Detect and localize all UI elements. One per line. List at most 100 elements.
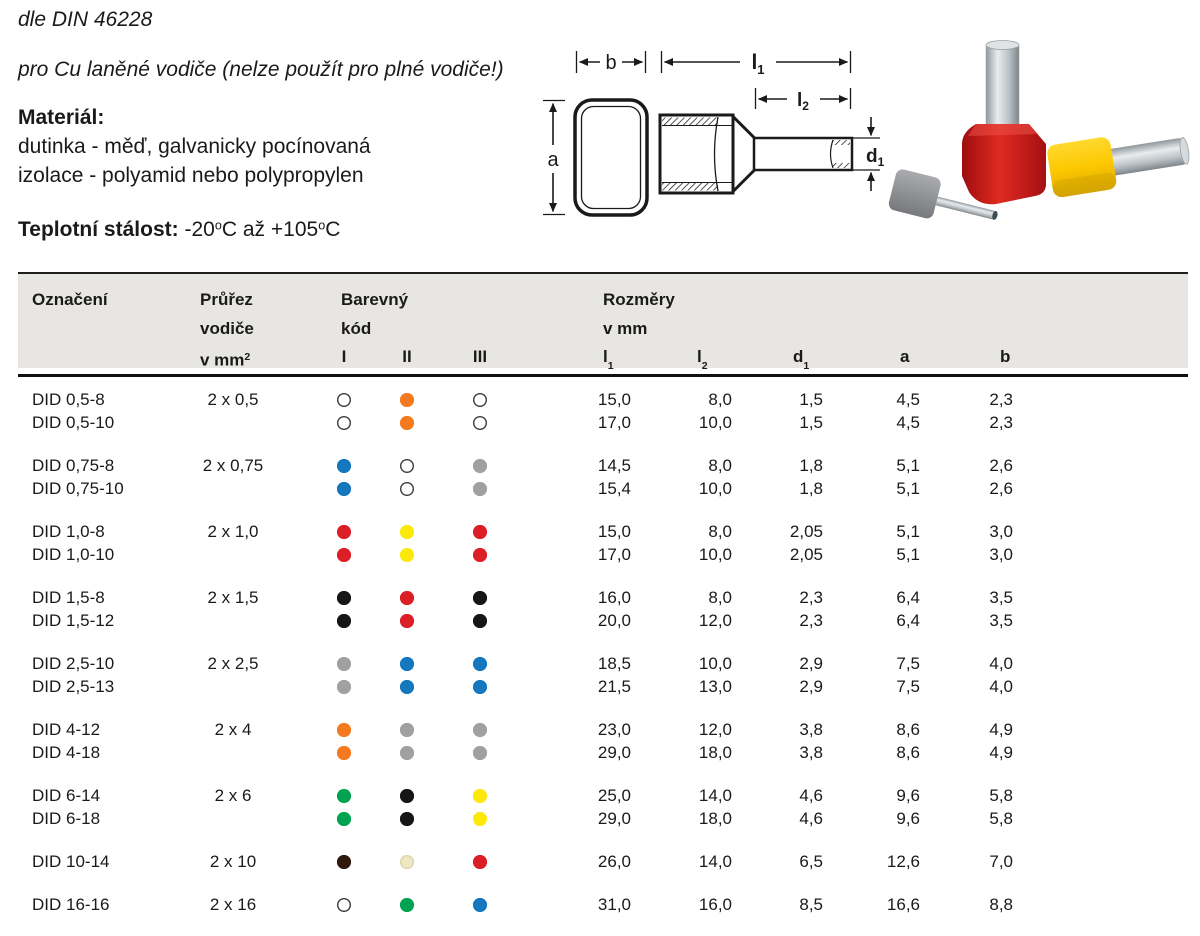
dim-l2: 18,0 — [698, 743, 732, 762]
cross-section-value: 2 x 1,5 — [207, 588, 259, 607]
color-dot-white — [337, 415, 351, 430]
dim-d1: 1,5 — [799, 413, 823, 432]
photo-red-twin-ferrule — [962, 40, 1046, 205]
color-dot-grey — [337, 679, 351, 694]
dim-b: 4,0 — [989, 654, 1013, 673]
temp-unit: C — [221, 218, 237, 241]
dim-b: 5,8 — [989, 809, 1013, 828]
dim-a: 8,6 — [896, 743, 920, 762]
color-code-III — [450, 652, 510, 675]
table-row: DID 2,5-10 2 x 2,5 18,5 10,0 2,9 7,5 4,0 — [18, 652, 1188, 675]
color-dot-black — [473, 613, 487, 628]
degree-sup: o — [318, 218, 326, 233]
color-dot-ivory — [400, 854, 414, 869]
dim-d1: 3,8 — [799, 743, 823, 762]
color-dot-yellow — [473, 811, 487, 826]
dim-d1: 1,5 — [799, 390, 823, 409]
dim-l1: 31,0 — [597, 895, 631, 914]
product-group: DID 0,75-8 2 x 0,75 14,5 8,0 1,8 5,1 2,6… — [18, 454, 1188, 500]
dim-b: 4,0 — [989, 677, 1013, 696]
color-dot-white — [473, 415, 487, 430]
color-dot-red — [400, 590, 414, 605]
color-code-I — [314, 543, 374, 566]
color-dot-green — [337, 811, 351, 826]
color-code-I — [314, 893, 374, 916]
color-code-I — [314, 411, 374, 434]
color-dot-blue — [400, 656, 414, 671]
photo-yellow-ferrule — [1047, 137, 1190, 198]
table-row: DID 1,5-12 20,0 12,0 2,3 6,4 3,5 — [18, 609, 1188, 632]
dim-l1: 20,0 — [597, 611, 631, 630]
table-row: DID 4-12 2 x 4 23,0 12,0 3,8 8,6 4,9 — [18, 718, 1188, 741]
product-code: DID 0,75-8 — [32, 456, 115, 475]
color-code-II — [377, 652, 437, 675]
dim-l1: 16,0 — [597, 588, 631, 607]
color-dot-yellow — [473, 788, 487, 803]
color-dot-orange — [337, 745, 351, 760]
color-code-I — [314, 652, 374, 675]
cross-section-value: 2 x 0,5 — [207, 390, 259, 409]
col-header-cross-section: Průřez vodiče v mm2 — [200, 285, 254, 374]
table-row: DID 1,0-8 2 x 1,0 15,0 8,0 2,05 5,1 3,0 — [18, 520, 1188, 543]
dim-b: 3,0 — [989, 545, 1013, 564]
color-code-II — [377, 807, 437, 830]
table-row: DID 4-18 29,0 18,0 3,8 8,6 4,9 — [18, 741, 1188, 764]
color-code-I — [314, 454, 374, 477]
dim-l2: 12,0 — [698, 720, 732, 739]
color-code-II — [377, 477, 437, 500]
color-code-I — [314, 675, 374, 698]
color-dot-white — [400, 481, 414, 496]
cross-section-value: 2 x 1,0 — [207, 522, 259, 541]
color-code-III — [450, 454, 510, 477]
temp-conj: až — [242, 218, 266, 241]
dim-a: 5,1 — [896, 479, 920, 498]
dim-a: 9,6 — [896, 809, 920, 828]
product-group: DID 4-12 2 x 4 23,0 12,0 3,8 8,6 4,9 DID… — [18, 718, 1188, 764]
color-dot-blue — [337, 458, 351, 473]
dim-l2: 14,0 — [698, 852, 732, 871]
dim-d1: 4,6 — [799, 809, 823, 828]
dim-label-d1: d1 — [866, 146, 885, 169]
subcol-header-b: b — [1000, 347, 1011, 366]
dim-a: 4,5 — [896, 390, 920, 409]
dim-l2: 10,0 — [698, 413, 732, 432]
color-code-I — [314, 477, 374, 500]
table-row: DID 6-14 2 x 6 25,0 14,0 4,6 9,6 5,8 — [18, 784, 1188, 807]
color-dot-red — [337, 524, 351, 539]
color-code-I — [314, 520, 374, 543]
dim-l1: 29,0 — [597, 809, 631, 828]
color-code-I — [314, 807, 374, 830]
dim-d1: 1,8 — [799, 479, 823, 498]
product-code: DID 4-12 — [32, 720, 101, 739]
product-code: DID 6-14 — [32, 786, 101, 805]
subcol-header-l1: l1 — [603, 347, 614, 373]
cross-section-value: 2 x 16 — [209, 895, 257, 914]
cross-section-line1: Průřez — [200, 290, 253, 309]
dim-a: 16,6 — [886, 895, 920, 914]
dim-b: 2,6 — [989, 456, 1013, 475]
temperature-label: Teplotní stálost: — [18, 218, 179, 241]
temp-to: +105 — [270, 218, 319, 241]
material-line-1: dutinka - měď, galvanicky pocínovaná — [18, 135, 371, 158]
dim-l1: 15,4 — [597, 479, 631, 498]
material-line-2: izolace - polyamid nebo polypropylen — [18, 164, 364, 187]
color-dot-black — [400, 788, 414, 803]
subcol-header-a: a — [900, 347, 910, 366]
product-code: DID 6-18 — [32, 809, 101, 828]
dim-a: 12,6 — [886, 852, 920, 871]
color-code-I — [314, 850, 374, 873]
dim-l1: 29,0 — [597, 743, 631, 762]
color-dot-grey — [473, 745, 487, 760]
color-dot-green — [337, 788, 351, 803]
dim-l2: 14,0 — [698, 786, 732, 805]
dim-a: 6,4 — [896, 588, 920, 607]
product-group: DID 0,5-8 2 x 0,5 15,0 8,0 1,5 4,5 2,3 D… — [18, 388, 1188, 434]
color-code-III — [450, 807, 510, 830]
color-dot-orange — [400, 415, 414, 430]
subcol-header-l2: l2 — [697, 347, 708, 373]
color-dot-black — [337, 590, 351, 605]
color-dot-yellow — [400, 547, 414, 562]
color-dot-red — [473, 547, 487, 562]
dim-l2: 18,0 — [698, 809, 732, 828]
dim-l2: 12,0 — [698, 611, 732, 630]
